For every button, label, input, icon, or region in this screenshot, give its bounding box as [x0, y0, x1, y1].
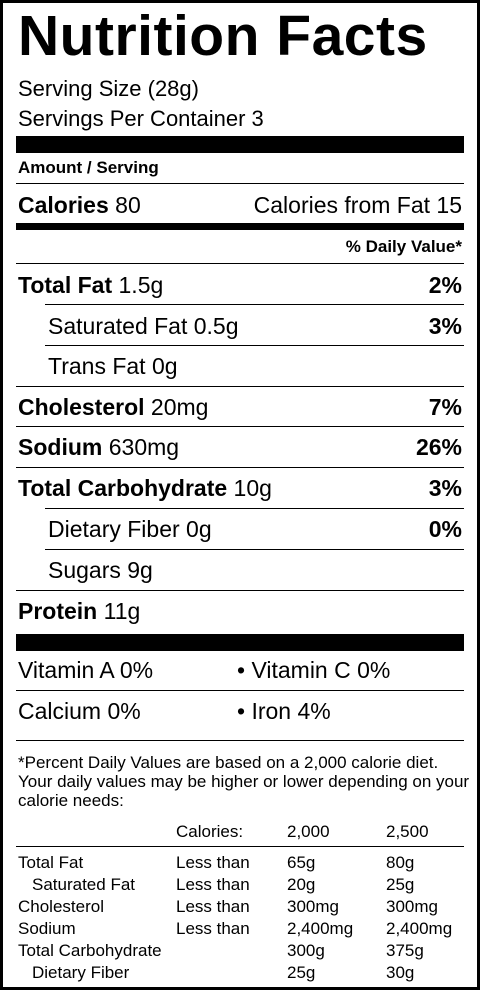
- footnote: *Percent Daily Values are based on a 2,0…: [18, 753, 470, 810]
- calcium: Calcium 0%: [18, 698, 141, 724]
- divider: [16, 846, 464, 847]
- nutrient-label: Cholesterol: [18, 394, 145, 420]
- dv-table-header-2000: 2,000: [287, 822, 330, 841]
- nutrient-label: Saturated Fat: [48, 313, 188, 339]
- calories-row: Calories 80: [18, 192, 141, 219]
- dv-row-2000: 25g: [287, 963, 316, 982]
- dv-row-nutrient: Total Carbohydrate: [18, 941, 162, 960]
- nutrient-dv: 0%: [428, 516, 462, 542]
- dv-row-2500: 80g: [386, 853, 415, 872]
- dv-row-2000: 65g: [287, 853, 316, 872]
- divider: [45, 345, 464, 346]
- nutrient-label: Trans Fat: [48, 353, 146, 379]
- amount-per-serving: Amount / Serving: [18, 158, 159, 177]
- calories-from-fat-label: Calories from Fat: [253, 192, 431, 218]
- daily-value-header: % Daily Value*: [345, 237, 462, 256]
- dv-row-2500: 25g: [386, 875, 415, 894]
- dv-row-nutrient: Total Fat: [18, 853, 84, 872]
- dv-row-2000: 2,400mg: [287, 919, 354, 938]
- dv-row-nutrient: Sodium: [18, 919, 76, 938]
- nutrient-saturated-fat: Saturated Fat 0.5g: [48, 313, 239, 340]
- servings-per-container: Servings Per Container 3: [18, 106, 264, 131]
- vitamin-c: • Vitamin C 0%: [237, 657, 391, 683]
- dv-row-2500: 2,400mg: [386, 919, 453, 938]
- dv-row-qualifier: Less than: [176, 897, 250, 916]
- dv-row-2000: 300mg: [287, 897, 339, 916]
- dv-row-2500: 30g: [386, 963, 415, 982]
- divider: [16, 386, 464, 387]
- nutrient-label: Protein: [18, 598, 98, 624]
- divider: [45, 549, 464, 550]
- nutrient-label: Sugars: [48, 557, 121, 583]
- divider: [16, 467, 464, 468]
- nutrient-amount: 0g: [186, 516, 212, 542]
- dv-table-header-2500: 2,500: [386, 822, 429, 841]
- nutrient-amount: 0.5g: [193, 313, 239, 339]
- nutrient-label: Dietary Fiber: [48, 516, 180, 542]
- dv-row-2500: 300mg: [386, 897, 438, 916]
- dv-row-nutrient: Dietary Fiber: [32, 963, 130, 982]
- dv-table-header-calories: Calories:: [176, 822, 244, 841]
- calories-from-fat-value: 15: [436, 192, 462, 218]
- divider: [16, 740, 464, 741]
- thick-divider: [16, 634, 464, 651]
- nutrient-label: Sodium: [18, 434, 103, 460]
- nutrient-label: Total Carbohydrate: [18, 475, 228, 501]
- nutrient-trans-fat: Trans Fat 0g: [48, 353, 178, 380]
- medium-divider: [16, 223, 464, 230]
- dv-row-2500: 375g: [386, 941, 424, 960]
- dv-row-qualifier: Less than: [176, 875, 250, 894]
- nutrient-total-fat: Total Fat 1.5g: [18, 272, 163, 299]
- nutrient-protein: Protein 11g: [18, 598, 140, 625]
- divider: [45, 304, 464, 305]
- dv-row-2000: 300g: [287, 941, 325, 960]
- nutrient-dv: 3%: [428, 475, 462, 501]
- nutrient-dv: 26%: [415, 434, 462, 460]
- calories-label: Calories: [18, 192, 109, 218]
- calories-value: 80: [115, 192, 141, 218]
- nutrient-amount: 10g: [233, 475, 272, 501]
- nutrient-amount: 9g: [127, 557, 153, 583]
- nutrient-cholesterol: Cholesterol 20mg: [18, 394, 208, 421]
- iron: • Iron 4%: [237, 698, 331, 724]
- nutrient-sugars: Sugars 9g: [48, 557, 153, 584]
- divider: [16, 590, 464, 591]
- divider: [16, 183, 464, 184]
- nutrient-dv: 2%: [428, 272, 462, 298]
- nutrient-dv: 7%: [428, 394, 462, 420]
- nutrient-dietary-fiber: Dietary Fiber 0g: [48, 516, 212, 543]
- dv-row-2000: 20g: [287, 875, 316, 894]
- serving-size: Serving Size (28g): [18, 76, 199, 101]
- nutrient-amount: 0g: [151, 353, 178, 379]
- nutrient-amount: 1.5g: [118, 272, 164, 298]
- nutrient-amount: 11g: [103, 598, 141, 624]
- nutrient-amount: 630mg: [108, 434, 180, 460]
- thick-divider: [16, 136, 464, 153]
- label-title: Nutrition Facts: [18, 4, 428, 68]
- divider: [16, 690, 464, 691]
- dv-row-nutrient: Saturated Fat: [32, 875, 136, 894]
- nutrient-label: Total Fat: [18, 272, 113, 298]
- calories-from-fat: Calories from Fat 15: [254, 192, 462, 219]
- divider: [45, 508, 464, 509]
- dv-row-qualifier: Less than: [176, 853, 250, 872]
- divider: [16, 426, 464, 427]
- nutrient-dv: 3%: [428, 313, 462, 339]
- divider: [16, 263, 464, 264]
- nutrient-total-carbohydrate: Total Carbohydrate 10g: [18, 475, 272, 502]
- nutrient-sodium: Sodium 630mg: [18, 434, 179, 461]
- vitamin-a: Vitamin A 0%: [18, 657, 154, 683]
- dv-row-qualifier: Less than: [176, 919, 250, 938]
- nutrient-amount: 20mg: [150, 394, 209, 420]
- dv-row-nutrient: Cholesterol: [18, 897, 104, 916]
